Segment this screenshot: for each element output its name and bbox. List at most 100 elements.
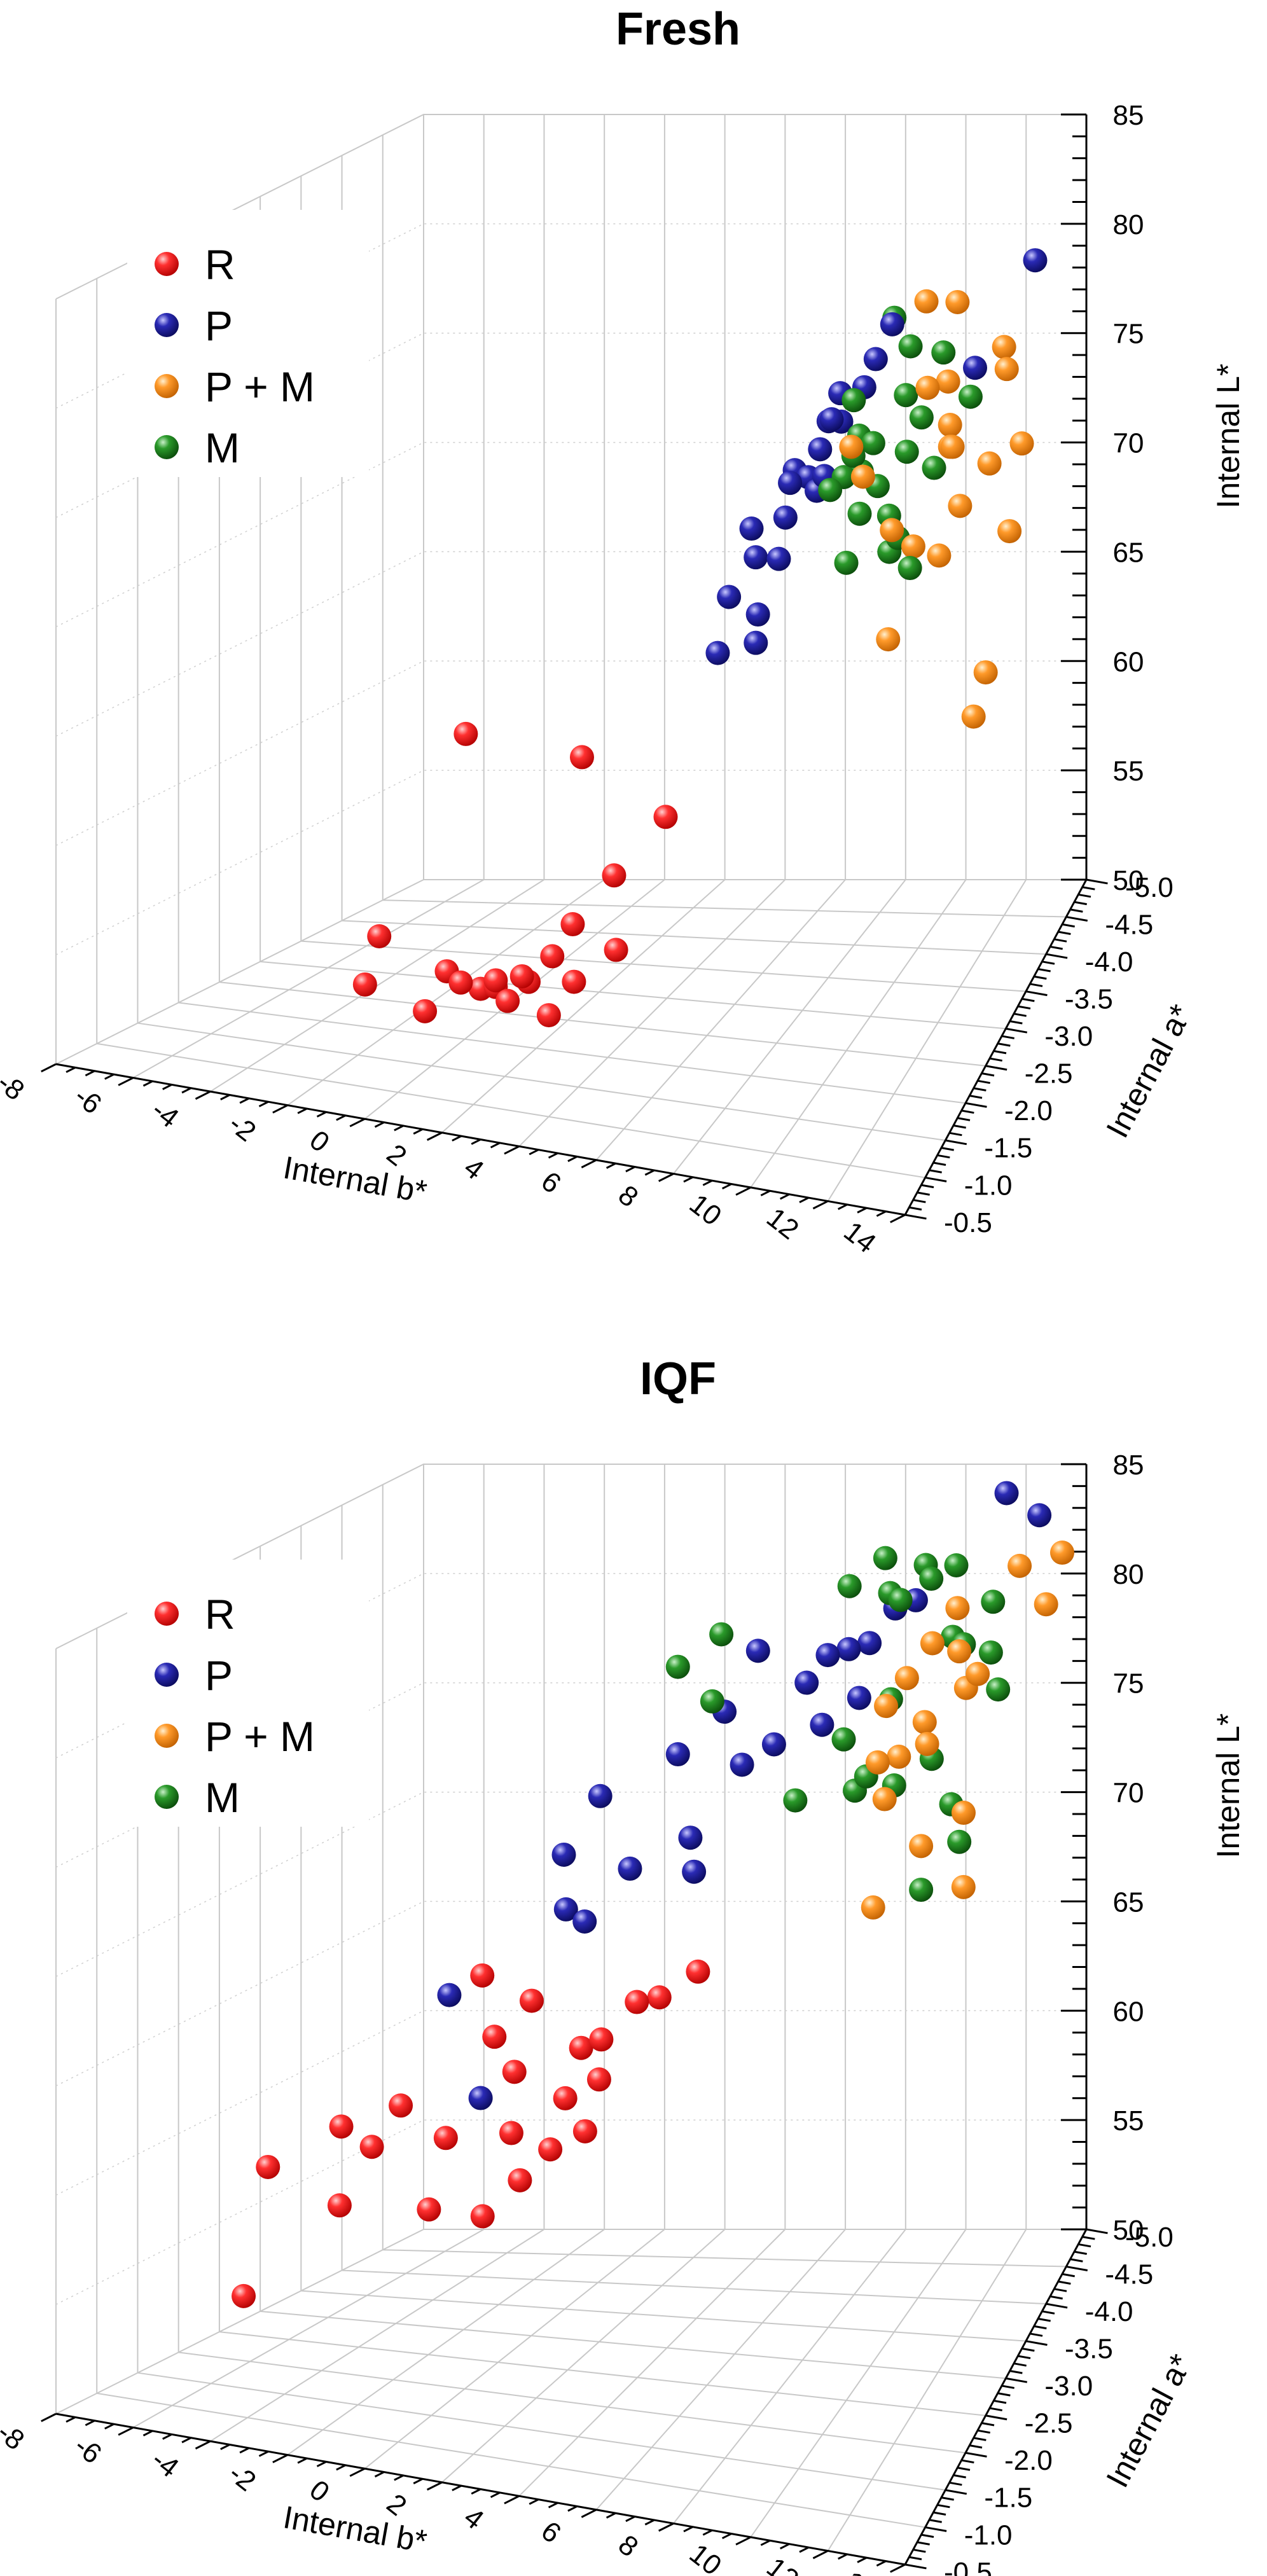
data-point-p [1023, 248, 1048, 273]
y-tick-mark [1046, 953, 1068, 959]
x-tick-mark [426, 2481, 443, 2491]
data-point-p [468, 2086, 493, 2110]
x-tick-mark [195, 1090, 211, 1100]
x-tick-mark [658, 1173, 674, 1182]
y-tick-mark [1018, 2355, 1031, 2360]
data-point-r [256, 2154, 280, 2179]
grid-line [219, 981, 986, 1067]
data-point-r [569, 2035, 593, 2060]
y-tick-mark [1013, 1013, 1027, 1017]
data-point-p [819, 407, 844, 432]
data-point-r [453, 721, 478, 746]
grid-line [97, 1042, 925, 1179]
y-tick-mark [949, 2481, 962, 2486]
data-point-p-m [839, 434, 864, 459]
grid-line [364, 2229, 665, 2469]
x-tick-mark [799, 2546, 809, 2553]
data-point-m [665, 1654, 690, 1679]
y-tick-mark [973, 1087, 987, 1091]
data-point-p-m [936, 369, 960, 394]
y-tick-mark [1078, 893, 1091, 898]
data-point-r [499, 2121, 523, 2145]
z-tick-label: 85 [1113, 1450, 1144, 1481]
data-point-p-m [945, 289, 970, 314]
data-point-p [778, 471, 803, 495]
data-point-p-m [915, 375, 940, 400]
grid-line [518, 2229, 786, 2496]
x-tick-mark [567, 2505, 578, 2512]
data-point-m [897, 556, 922, 581]
y-tick-mark [909, 2556, 922, 2561]
data-point-r [625, 1990, 649, 2014]
y-tick-label: -1.5 [984, 2483, 1032, 2514]
legend-label-p-m: P + M [205, 1713, 315, 1760]
x-tick-mark [721, 1183, 732, 1190]
data-point-p [766, 546, 791, 571]
data-point-p-m [947, 1639, 972, 1664]
y-tick-mark [1066, 916, 1088, 922]
y-tick-mark [945, 2489, 967, 2495]
x-tick-label: 10 [684, 1188, 728, 1232]
legend-label-p-m: P + M [205, 363, 315, 410]
grid-line [827, 879, 1027, 1201]
data-point-m [922, 455, 946, 480]
y-tick-label: -3.0 [1044, 1021, 1093, 1052]
data-point-r [553, 2086, 578, 2110]
legend-marker-m [155, 1785, 179, 1809]
x-tick-mark [504, 1145, 520, 1155]
data-point-p-m [977, 451, 1002, 476]
y-tick-mark [1034, 975, 1047, 980]
y-tick-mark [1025, 990, 1048, 997]
data-point-p-m [966, 1661, 990, 1686]
data-point-p-m [914, 289, 939, 314]
data-point-r [508, 2168, 532, 2192]
y-tick-label: -0.5 [944, 2557, 992, 2576]
x-tick-mark [272, 1104, 288, 1114]
y-tick-label: -4.0 [1085, 2296, 1133, 2327]
data-point-m [888, 1588, 913, 1612]
grid-line [178, 2351, 966, 2454]
x-tick-mark [374, 1121, 385, 1128]
x-tick-mark [162, 1083, 172, 1090]
z-axis-label: Internal L* [1210, 364, 1246, 509]
y-tick-mark [929, 1169, 942, 1174]
x-tick-mark [812, 1200, 829, 1210]
data-point-m [837, 1574, 862, 1598]
x-tick-mark [490, 1142, 501, 1149]
legend-label-r: R [205, 1591, 235, 1638]
data-point-m [919, 1567, 944, 1591]
grid-line [210, 879, 544, 1092]
y-tick-mark [985, 2414, 1007, 2421]
data-point-p [618, 1856, 642, 1881]
x-tick-mark [297, 2457, 308, 2464]
data-point-p-m [861, 1895, 885, 1920]
grid-line [287, 879, 605, 1106]
y-tick-mark [957, 1117, 971, 1121]
data-point-p-m [994, 357, 1019, 382]
z-tick-label: 85 [1113, 100, 1144, 131]
x-tick-mark [104, 2423, 114, 2430]
y-tick-mark [969, 1095, 983, 1099]
data-point-p-m [874, 1694, 899, 1719]
grid-line [219, 2331, 986, 2416]
y-tick-mark [1025, 2340, 1048, 2346]
x-tick-mark [760, 2539, 771, 2546]
y-tick-mark [1082, 2236, 1095, 2240]
data-point-p-m [872, 1787, 897, 1811]
data-point-p-m [997, 519, 1022, 544]
data-point-p-m [961, 704, 986, 729]
x-tick-mark [272, 2454, 288, 2463]
x-tick-mark [890, 2563, 906, 2573]
x-tick-mark [394, 1125, 404, 1132]
x-tick-label: -6 [69, 1081, 107, 1121]
y-tick-mark [1006, 1027, 1028, 1034]
x-tick-mark [644, 2519, 655, 2526]
data-point-r [562, 969, 586, 994]
y-tick-mark [981, 2422, 995, 2427]
y-tick-mark [969, 2444, 983, 2449]
y-tick-mark [994, 1049, 1007, 1055]
y-tick-mark [904, 2563, 927, 2570]
data-point-p [678, 1825, 703, 1850]
x-tick-mark [548, 1152, 558, 1159]
data-point-p [553, 1897, 578, 1922]
